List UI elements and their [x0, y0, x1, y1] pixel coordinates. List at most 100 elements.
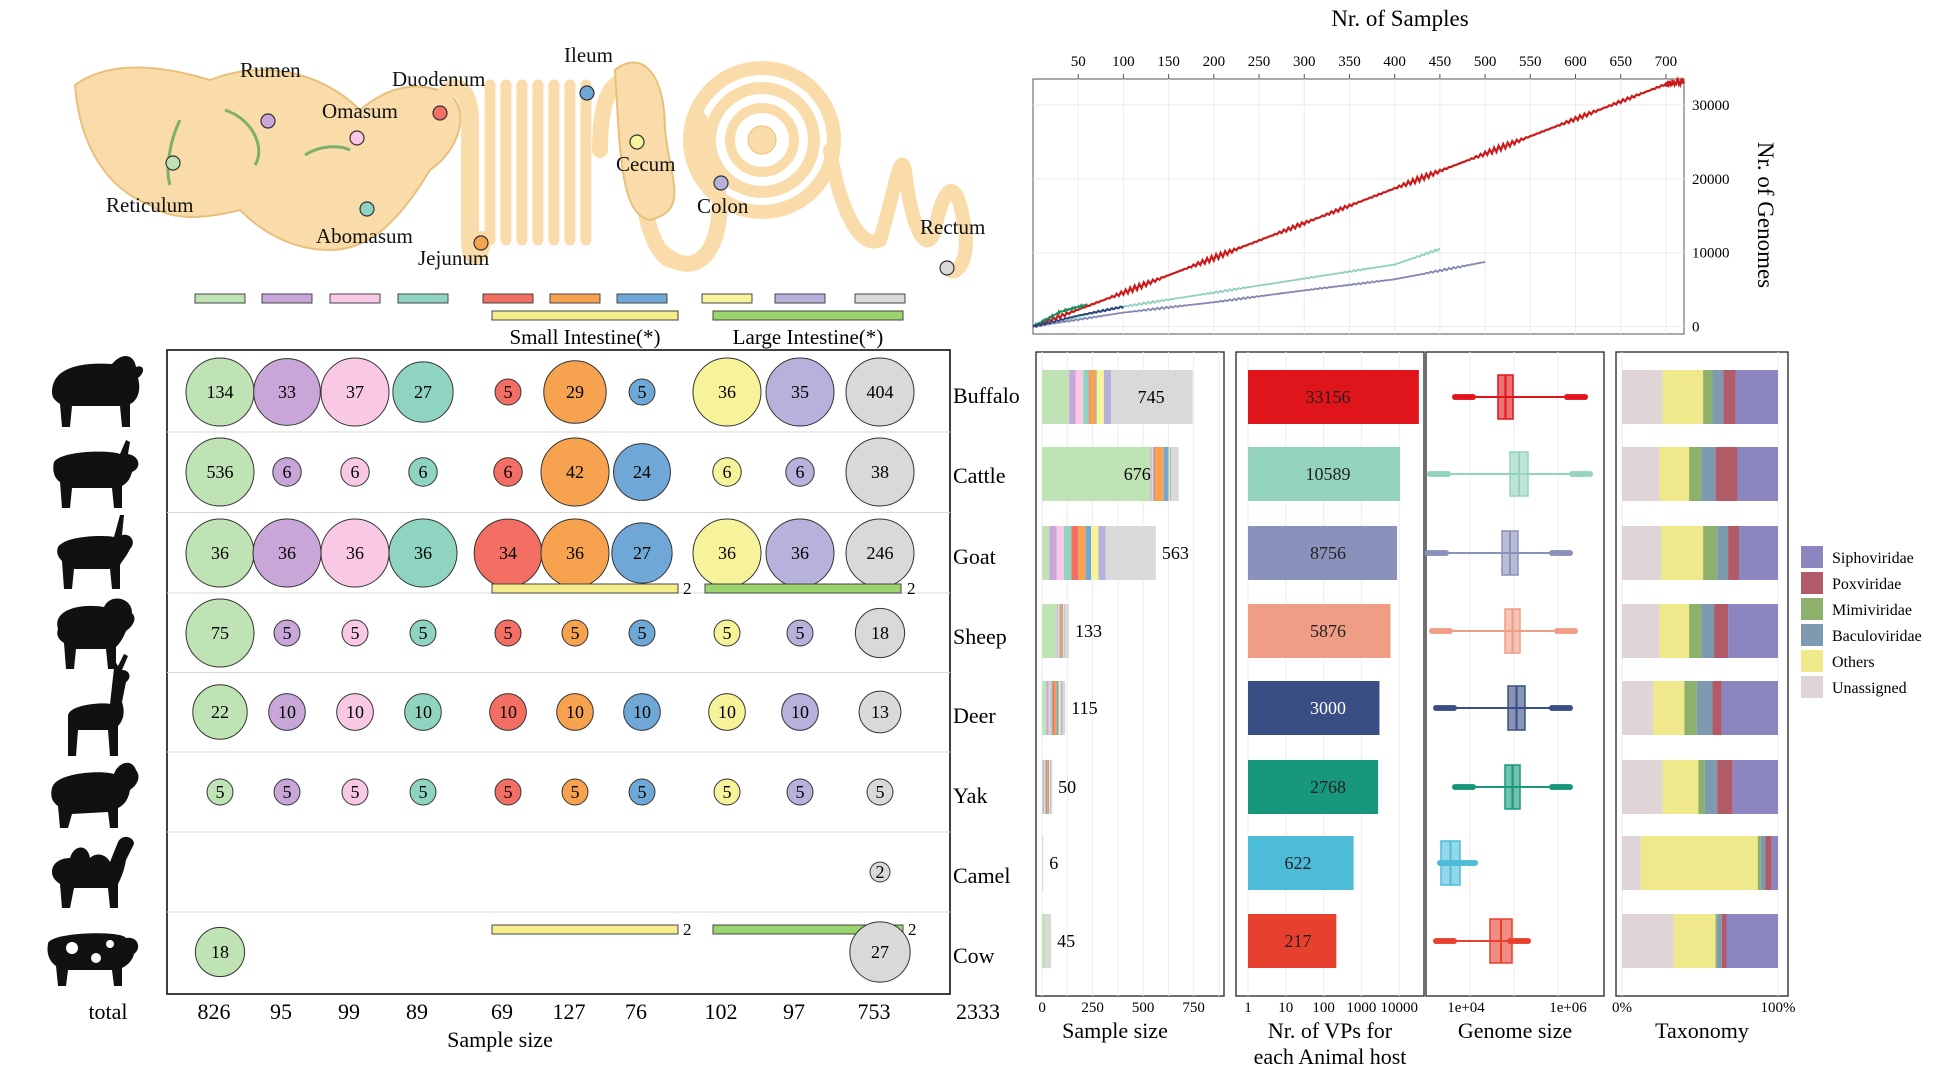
taxo-segment-others — [1662, 370, 1704, 424]
sample-bar-segment — [1150, 447, 1152, 501]
small-intestine-label: Small Intestine(*) — [509, 325, 660, 349]
box-frame — [1425, 351, 1605, 997]
marker-jejunum — [473, 235, 489, 251]
bubble-value: 22 — [211, 702, 229, 722]
accum-tick-label-x: 350 — [1338, 54, 1361, 70]
gut-diagram: Reticulum Rumen Omasum Abomasum Duodenum Jeju… — [73, 43, 985, 279]
taxo-segment-others — [1659, 604, 1690, 658]
vp-bar — [1248, 604, 1391, 658]
vp-tick-label: 1000 — [1346, 1000, 1376, 1016]
taxo-segment-baculoviridae — [1717, 526, 1729, 580]
accum-series-3 — [1032, 303, 1088, 329]
sample-bar-segment — [1042, 914, 1046, 968]
vp-bar-value: 3000 — [1310, 698, 1346, 718]
bubble-value: 5 — [723, 623, 732, 643]
vp-bar-value: 8756 — [1310, 543, 1346, 563]
sample-bar-segment — [1044, 760, 1046, 814]
bubble-yak — [206, 778, 234, 806]
bubble-cattle — [845, 437, 915, 507]
label-colon: Colon — [697, 194, 749, 218]
taxonomy-legend: Siphoviridae Poxviridae Mimiviridae Baculov… — [1801, 546, 1922, 698]
taxo-segment-siphoviridae — [1726, 914, 1778, 968]
taxo-segment-others — [1661, 526, 1704, 580]
label-reticulum: Reticulum — [106, 193, 194, 217]
bubble-value: 536 — [207, 462, 234, 482]
bubble-value: 5 — [571, 782, 580, 802]
sample-bar-segment — [1048, 681, 1051, 735]
taxo-segment-baculoviridae — [1696, 681, 1713, 735]
bubble-value: 5 — [571, 623, 580, 643]
marker-abomasum — [359, 201, 375, 217]
accum-ylabel: Nr. of Genomes — [1753, 142, 1778, 288]
taxo-segment-others — [1640, 836, 1758, 890]
cow-spot — [106, 940, 114, 948]
accumulation-curve-panel: 50 100 150 200 250 300 350 400 450 500 550 600 650 70… — [1032, 6, 1778, 336]
sheep-icon-body — [57, 598, 135, 669]
host-label-goat: Goat — [953, 544, 996, 569]
sample-bar-segment — [1050, 760, 1052, 814]
marker-rumen — [260, 113, 276, 129]
jejunum-loops — [484, 79, 592, 246]
bubble-value: 5 — [638, 623, 647, 643]
bubble-value: 10 — [414, 702, 432, 722]
total-value: 127 — [553, 999, 586, 1024]
taxo-segment-baculoviridae — [1717, 914, 1722, 968]
bubble-value: 6 — [796, 462, 805, 482]
bubble-value: 134 — [207, 382, 234, 402]
sample-bar-segment — [1061, 604, 1063, 658]
bubble-value: 36 — [346, 543, 364, 563]
large-intestine-count: 2 — [908, 920, 917, 939]
host-label-cattle: Cattle — [953, 463, 1006, 488]
bubble-sheep — [185, 598, 255, 668]
box-outlier — [1447, 628, 1453, 634]
stomach-shape — [73, 66, 462, 252]
cow-spot — [91, 953, 101, 963]
taxo-segment-mimiviridae — [1757, 836, 1761, 890]
accum-tick-label-y: 30000 — [1692, 98, 1730, 114]
sample-bar-segment — [1042, 526, 1050, 580]
bubble-value: 36 — [278, 543, 296, 563]
sample-bar-segment — [1071, 526, 1079, 580]
bubble-cattle — [272, 457, 302, 487]
sample-bar-segment — [1060, 681, 1063, 735]
bubble-value: 5 — [504, 782, 513, 802]
bubble-value: 5 — [419, 623, 428, 643]
bubble-value: 27 — [414, 382, 432, 402]
sample-bar-segment — [1042, 836, 1044, 890]
bubble-sheep — [713, 619, 741, 647]
sample-bar-segment — [1085, 526, 1092, 580]
taxo-segment-poxviridae — [1714, 604, 1729, 658]
bubble-value: 36 — [718, 382, 736, 402]
accum-tick-label-y: 10000 — [1692, 246, 1730, 262]
vp-axis-title-1: Nr. of VPs for — [1268, 1018, 1393, 1043]
marker-cecum — [629, 134, 645, 150]
legend-swatch-unassigned — [1801, 676, 1823, 698]
bubble-cattle — [540, 437, 610, 507]
sample-bar-segment — [1083, 370, 1089, 424]
small-intestine-bar — [491, 924, 679, 935]
taxo-axis-title: Taxonomy — [1655, 1018, 1749, 1043]
accum-tick-label-y: 20000 — [1692, 172, 1730, 188]
sample-bar-segment — [1042, 604, 1058, 658]
bubble-yak — [561, 778, 589, 806]
large-intestine-label: Large Intestine(*) — [733, 325, 884, 349]
taxo-segment-unassigned — [1622, 370, 1663, 424]
marker-ileum — [579, 85, 595, 101]
bubble-yak — [866, 778, 894, 806]
sample-bar-segment — [1110, 370, 1193, 424]
column-key-rumen — [261, 293, 313, 304]
bubble-value: 24 — [633, 462, 651, 482]
taxo-segment-others — [1673, 914, 1716, 968]
accum-tick-label-x: 550 — [1519, 54, 1542, 70]
sample-bar-segment — [1042, 447, 1151, 501]
bubble-value: 27 — [633, 543, 651, 563]
bubble-value: 5 — [283, 782, 292, 802]
bubble-value: 6 — [504, 462, 513, 482]
bubble-camel — [869, 861, 891, 883]
sample-bar-segment — [1060, 604, 1062, 658]
accum-title: Nr. of Samples — [1331, 6, 1468, 31]
sample-bar-segment — [1064, 526, 1072, 580]
bubble-value: 6 — [419, 462, 428, 482]
bubble-value: 10 — [499, 702, 517, 722]
